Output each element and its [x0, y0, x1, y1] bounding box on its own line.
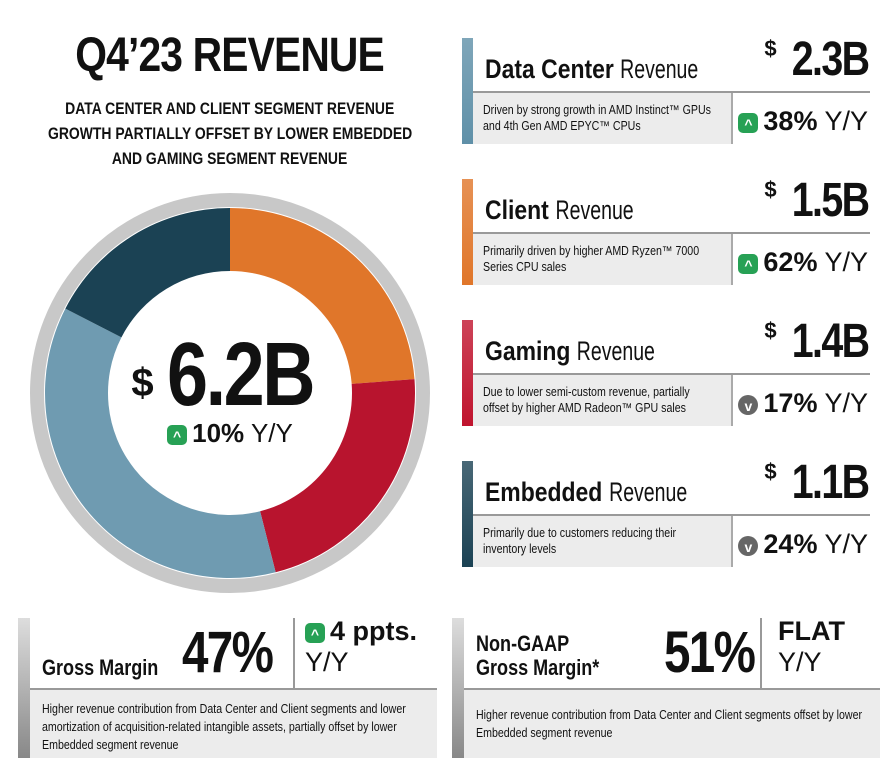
page-subtitle: DATA CENTER AND CLIENT SEGMENT REVENUE G…	[0, 96, 460, 171]
revenue-donut-chart	[30, 193, 430, 593]
non-gaap-change: FLAT Y/Y	[778, 616, 845, 677]
embedded-revenue-card: Embedded Revenue $1.1B Primarily due to …	[462, 456, 870, 567]
non-gaap-label: Non-GAAP Gross Margin*	[476, 631, 600, 680]
segment-description: Due to lower semi-custom revenue, partia…	[473, 375, 733, 426]
segment-description: Primarily due to customers reducing thei…	[473, 516, 733, 567]
subtitle-line: GROWTH PARTIALLY OFFSET BY LOWER EMBEDDE…	[47, 124, 413, 143]
up-arrow-icon: ^	[305, 622, 325, 643]
subtitle-line: DATA CENTER AND CLIENT SEGMENT REVENUE	[65, 99, 395, 118]
page-title: Q4’23 REVENUE	[75, 29, 386, 82]
down-arrow-icon: v	[738, 394, 759, 415]
card-accent-bar	[452, 618, 464, 758]
gross-margin-change: ^ 4 ppts. Y/Y	[305, 616, 418, 677]
segment-description: Primarily driven by higher AMD Ryzen™ 70…	[473, 234, 733, 285]
donut-slice-client	[230, 208, 415, 384]
card-accent-bar	[462, 179, 473, 285]
gross-margin-value: 47%	[182, 620, 274, 685]
segment-name: Client Revenue	[485, 195, 634, 225]
total-value: 6.2B	[166, 325, 316, 425]
donut-slice-embedded	[65, 208, 230, 338]
segment-name: Embedded Revenue	[485, 477, 687, 507]
donut-outer-ring	[30, 193, 430, 593]
subtitle-line: AND GAMING SEGMENT REVENUE	[112, 149, 348, 168]
non-gaap-description: Higher revenue contribution from Data Ce…	[464, 690, 880, 758]
segment-change: v 17% Y/Y	[738, 388, 868, 419]
segment-name: Gaming Revenue	[485, 336, 655, 366]
donut-slice-gaming	[260, 379, 415, 573]
up-arrow-icon: ^	[738, 253, 759, 274]
segment-value: $1.4B	[764, 315, 869, 368]
segment-change: v 24% Y/Y	[738, 529, 868, 560]
card-accent-bar	[18, 618, 30, 758]
up-arrow-icon: ^	[167, 425, 188, 446]
divider	[760, 618, 762, 688]
segment-description: Driven by strong growth in AMD Instinct™…	[473, 93, 733, 144]
client-revenue-card: Client Revenue $1.5B Primarily driven by…	[462, 174, 870, 285]
gaming-revenue-card: Gaming Revenue $1.4B Due to lower semi-c…	[462, 315, 870, 426]
non-gaap-value: 51%	[664, 620, 756, 685]
card-accent-bar	[462, 461, 473, 567]
gross-margin-label: Gross Margin	[42, 655, 159, 680]
card-accent-bar	[462, 320, 473, 426]
segment-value: $1.5B	[764, 174, 869, 227]
data-center-revenue-card: Data Center Revenue $2.3B Driven by stro…	[462, 33, 870, 144]
segment-value: $2.3B	[764, 33, 869, 86]
total-revenue: $6.2B ^ 10% Y/Y	[120, 330, 340, 449]
donut-slice-data-center	[44, 308, 276, 578]
up-arrow-icon: ^	[738, 112, 759, 133]
gross-margin-description: Higher revenue contribution from Data Ce…	[30, 690, 437, 758]
segment-value: $1.1B	[764, 456, 869, 509]
card-accent-bar	[462, 38, 473, 144]
segment-change: ^ 38% Y/Y	[738, 106, 868, 137]
non-gaap-gross-margin-card: Non-GAAP Gross Margin* 51% FLAT Y/Y Highe…	[452, 616, 880, 758]
divider	[293, 618, 295, 688]
segment-name: Data Center Revenue	[485, 54, 699, 84]
segment-change: ^ 62% Y/Y	[738, 247, 868, 278]
gross-margin-card: Gross Margin 47% ^ 4 ppts. Y/Y Higher rev…	[18, 616, 437, 758]
down-arrow-icon: v	[738, 535, 759, 556]
total-change: ^ 10% Y/Y	[120, 418, 340, 449]
